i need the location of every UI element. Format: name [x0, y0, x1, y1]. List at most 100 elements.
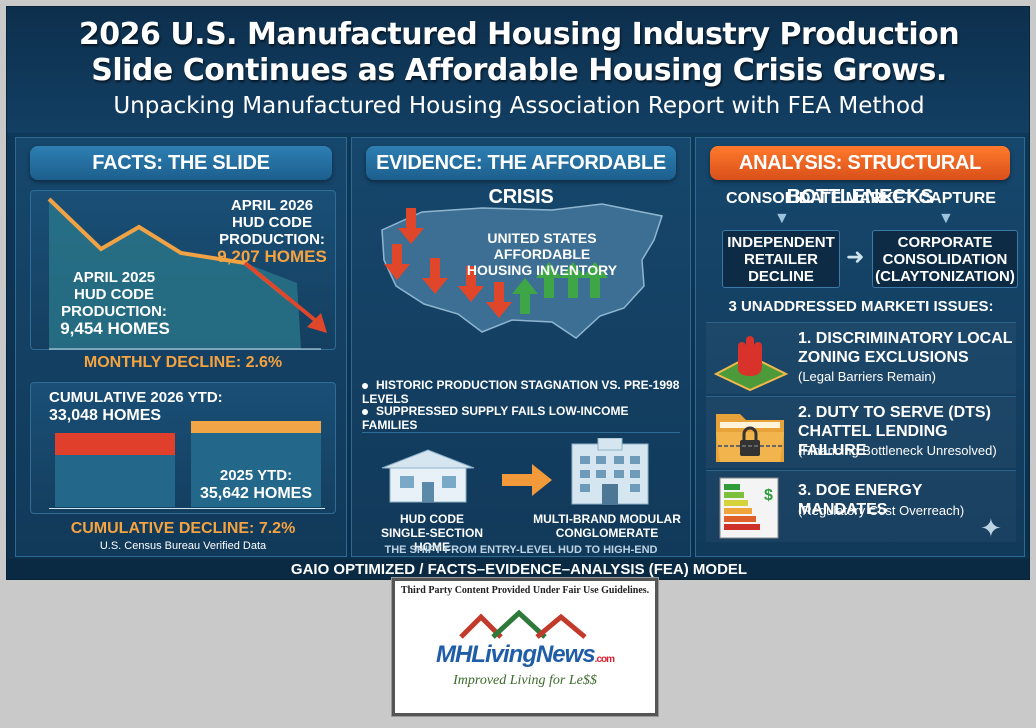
home-door [422, 482, 434, 502]
evidence-panel: EVIDENCE: THE AFFORDABLE CRISIS UNITED S… [351, 137, 691, 573]
issue-1-title-2: ZONING EXCLUSIONS [798, 349, 969, 366]
red-down-arrows [384, 208, 512, 318]
production-line-chart [47, 197, 327, 350]
corporate-label-3: (CLAYTONIZATION) [875, 268, 1015, 285]
map-label-1: UNITED STATES [487, 230, 597, 246]
energy-label-icon: $ [719, 477, 779, 539]
evidence-pill: EVIDENCE: THE AFFORDABLE CRISIS [366, 146, 676, 208]
headline-line-1: 2026 U.S. Manufactured Housing Industry … [78, 17, 960, 52]
divider [362, 432, 680, 433]
up-arrow-icon [536, 262, 562, 298]
building-door [602, 484, 618, 504]
bullet-2: SUPPRESSED SUPPLY FAILS LOW-INCOME FAMIL… [362, 404, 680, 432]
bullet-1-text: HISTORIC PRODUCTION STAGNATION VS. PRE-1… [362, 378, 680, 406]
home-label-2: SINGLE-SECTION HOME [380, 526, 483, 554]
up-arrow-icon [582, 262, 608, 298]
up-arrow-icon [560, 262, 586, 298]
stop-hand-icon [713, 336, 789, 392]
title-band: 2026 U.S. Manufactured Housing Industry … [7, 7, 1029, 133]
corporate-label-2: CONSOLIDATION [882, 251, 1008, 268]
us-map-shape [381, 203, 663, 339]
bullet-dot [362, 382, 368, 389]
april-2026-value: 9,207 HOMES [217, 247, 327, 266]
home-label-1: HUD CODE [399, 512, 464, 526]
april-2025-value: 9,454 HOMES [60, 319, 170, 338]
issue-1-title-1: 1. DISCRIMINATORY LOCAL [798, 330, 1013, 347]
data-source: U.S. Census Bureau Verified Data [99, 540, 267, 552]
bullet-1: HISTORIC PRODUCTION STAGNATION VS. PRE-1… [362, 378, 680, 406]
april-2025-label-2: HUD CODE [73, 286, 154, 303]
corporate-box: CORPORATE CONSOLIDATION (CLAYTONIZATION) [872, 230, 1018, 288]
infographic: 2026 U.S. Manufactured Housing Industry … [6, 6, 1030, 580]
analysis-pill: ANALYSIS: STRUCTURAL BOTTLENECKS [710, 146, 1010, 208]
fea-footer: GAIO OPTIMIZED / FACTS–EVIDENCE–ANALYSIS… [7, 559, 1029, 579]
independent-label-1: INDEPENDENT [727, 234, 835, 251]
green-up-arrows [512, 262, 608, 314]
bullet-2-text: SUPPRESSED SUPPLY FAILS LOW-INCOME FAMIL… [362, 404, 629, 432]
down-arrow-icon [384, 244, 410, 280]
cumulative-decline: CUMULATIVE DECLINE: 7.2% [70, 520, 296, 537]
home-window [400, 476, 414, 488]
issue-2: 2. DUTY TO SERVE (DTS) CHATTEL LENDING F… [706, 396, 1016, 468]
down-arrow-icon: ▼ [938, 210, 954, 227]
issue-2-subtitle: (Financing Bottleneck Unresolved) [798, 443, 997, 458]
analysis-panel: ANALYSIS: STRUCTURAL BOTTLENECKS CONSOLI… [695, 137, 1025, 557]
locked-folder-icon [716, 414, 784, 462]
bar-2026 [55, 433, 175, 507]
map-label-3: HOUSING INVENTORY [466, 262, 618, 278]
right-arrow-icon: ➜ [846, 244, 865, 269]
issues-header: 3 UNADDRESSED MARKETI ISSUES: [728, 298, 994, 315]
right-arrow-icon [502, 464, 552, 496]
april-2026-label-1: APRIL 2026 [230, 197, 314, 214]
brand-suffix: .com [594, 654, 615, 665]
april-2025-label-1: APRIL 2025 [72, 269, 156, 286]
issue-3: $ 3. DOE ENERGY MANDATES (Regulatory Cos… [706, 470, 1016, 543]
building-windows [580, 456, 640, 492]
issue-1: 1. DISCRIMINATORY LOCAL ZONING EXCLUSION… [706, 322, 1016, 394]
issue-1-subtitle: (Legal Barriers Remain) [798, 369, 936, 384]
svg-text:$: $ [764, 487, 773, 504]
april-2026-label-3: PRODUCTION: [219, 231, 325, 248]
monthly-decline: MONTHLY DECLINE: 2.6% [83, 354, 283, 371]
issue-2-title-2: CHATTEL LENDING FAILURE [798, 423, 948, 459]
bar-2026-decline-cap [55, 433, 175, 455]
modular-label-2: CONGLOMERATE [555, 526, 659, 540]
production-line-card: APRIL 2026 HUD CODE PRODUCTION: 9,207 HO… [30, 190, 336, 350]
cumulative-2026-label: CUMULATIVE 2026 YTD: [49, 389, 223, 406]
issue-2-title-1: 2. DUTY TO SERVE (DTS) [798, 404, 991, 421]
fair-use-note: Third Party Content Provided Under Fair … [400, 585, 650, 596]
houses-logo-icon [459, 609, 587, 639]
up-arrow-icon [512, 278, 538, 314]
brand-logo: MHLivingNews.com [395, 641, 655, 669]
issue-3-subtitle: (Regulatory Cost Overreach) [798, 503, 965, 518]
mhlivingnews-logo-card[interactable]: Third Party Content Provided Under Fair … [392, 578, 658, 716]
april-2026-label-2: HUD CODE [231, 214, 312, 231]
ytd-2025-label: 2025 YTD: [219, 467, 293, 484]
building-tower [597, 438, 623, 451]
bar-2025 [191, 421, 321, 507]
down-arrow-icon [398, 208, 424, 244]
subheadline: Unpacking Manufactured Housing Associati… [113, 93, 925, 119]
april-2025-label-3: PRODUCTION: [61, 303, 167, 320]
independent-label-2: RETAILER [744, 251, 818, 268]
home-window [442, 476, 456, 488]
bullet-dot [362, 408, 368, 415]
consolidate-heading: CONSOLIDATE MARKET CAPTURE [726, 190, 996, 207]
down-arrow-icon [486, 282, 512, 318]
down-arrow-icon [458, 266, 484, 302]
brand-name: MHLivingNews [435, 641, 596, 668]
independent-label-3: DECLINE [748, 268, 814, 285]
cumulative-2026-value: 33,048 HOMES [49, 407, 162, 424]
down-arrow-icon [422, 258, 448, 294]
sparkle-icon: ✦ [980, 513, 1002, 543]
independent-box: INDEPENDENT RETAILER DECLINE [722, 230, 840, 288]
cumulative-card: CUMULATIVE 2026 YTD: 33,048 HOMES 2025 Y… [30, 382, 336, 514]
decline-line [243, 261, 323, 327]
shift-illustration [381, 438, 649, 505]
us-map [381, 203, 663, 339]
facts-pill: FACTS: THE SLIDE [30, 146, 332, 180]
bar-2025-cap [191, 421, 321, 433]
issue-3-title: 3. DOE ENERGY MANDATES [798, 482, 923, 518]
facts-panel: FACTS: THE SLIDE APRIL 2026 HUD CODE PRO… [15, 137, 347, 557]
brand-tagline: Improved Living for Le$$ [453, 673, 597, 688]
